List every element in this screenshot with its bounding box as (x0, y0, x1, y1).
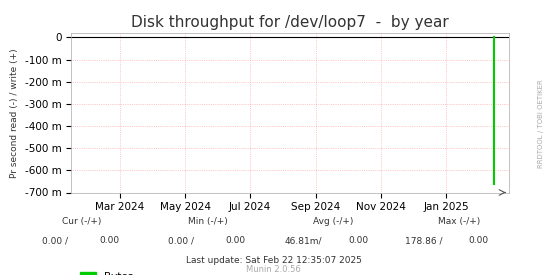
Text: 0.00 /: 0.00 / (42, 236, 68, 245)
Text: Max (-/+): Max (-/+) (438, 217, 481, 226)
Text: 46.81m/: 46.81m/ (285, 236, 322, 245)
Y-axis label: Pr second read (-) / write (+): Pr second read (-) / write (+) (10, 48, 19, 178)
Text: Min (-/+): Min (-/+) (188, 217, 228, 226)
Text: 0.00 /: 0.00 / (167, 236, 194, 245)
Legend: Bytes: Bytes (77, 268, 138, 275)
Text: Cur (-/+): Cur (-/+) (62, 217, 102, 226)
Text: RRDTOOL / TOBI OETIKER: RRDTOOL / TOBI OETIKER (538, 79, 544, 168)
Text: 178.86 /: 178.86 / (405, 236, 443, 245)
Text: 0.00: 0.00 (100, 236, 119, 245)
Text: 0.00: 0.00 (469, 236, 488, 245)
Text: Avg (-/+): Avg (-/+) (313, 217, 354, 226)
Text: 0.00: 0.00 (348, 236, 368, 245)
Text: Munin 2.0.56: Munin 2.0.56 (246, 265, 301, 274)
Text: 0.00: 0.00 (225, 236, 245, 245)
Text: Last update: Sat Feb 22 12:35:07 2025: Last update: Sat Feb 22 12:35:07 2025 (185, 256, 362, 265)
Title: Disk throughput for /dev/loop7  -  by year: Disk throughput for /dev/loop7 - by year (131, 15, 449, 31)
